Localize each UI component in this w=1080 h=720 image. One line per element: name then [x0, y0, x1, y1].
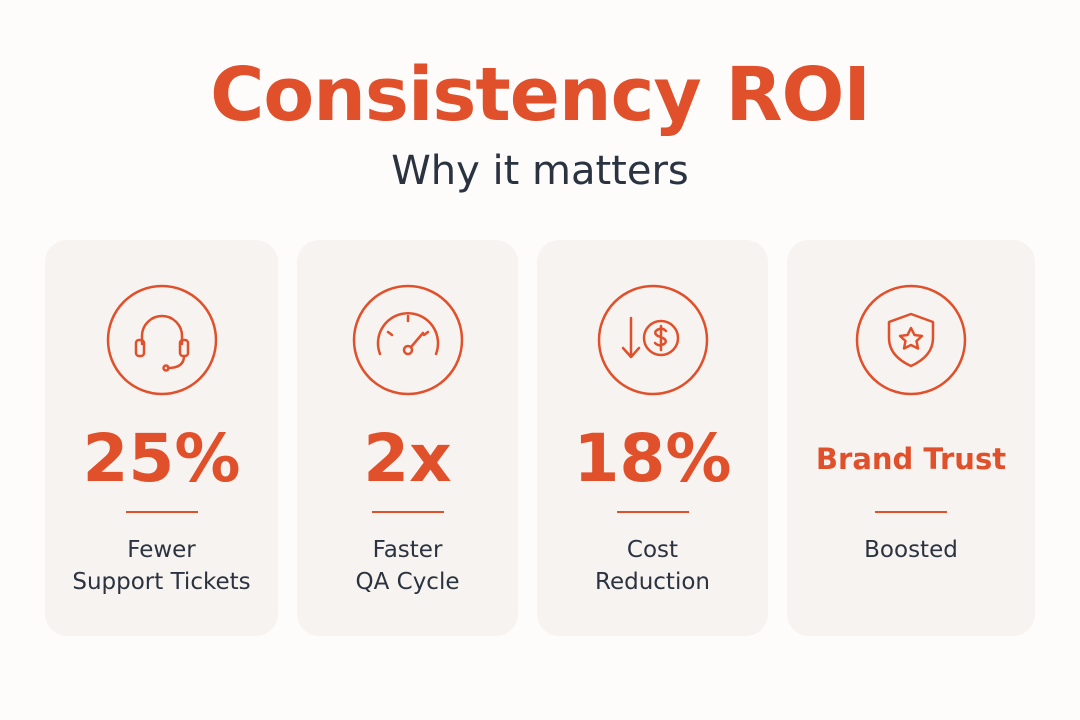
divider: [616, 511, 689, 513]
label-line: Faster: [372, 537, 443, 563]
label-line: Cost: [626, 537, 679, 563]
gauge-icon: [352, 284, 463, 396]
card: Brand Trust Boosted: [787, 240, 1035, 636]
stat: Brand Trust: [815, 442, 1007, 476]
stat: 2x: [363, 420, 452, 497]
label: Fewer Support Tickets: [45, 534, 278, 598]
card: 2x Faster QA Cycle: [297, 240, 518, 636]
subtitle: Why it matters: [391, 148, 689, 194]
title: Consistency ROI: [210, 52, 871, 138]
divider: [125, 511, 198, 513]
divider: [875, 511, 947, 513]
label: Boosted: [787, 534, 1035, 566]
label-line: Reduction: [595, 569, 710, 595]
label-line: Support Tickets: [72, 569, 251, 595]
headset-icon: [106, 284, 217, 396]
stat: 18%: [573, 420, 732, 497]
card: 25% Fewer Support Tickets: [45, 240, 278, 636]
shield-icon: [855, 284, 967, 396]
label-line: Boosted: [864, 537, 958, 563]
divider: [371, 511, 444, 513]
label-line: QA Cycle: [355, 569, 460, 595]
label: Faster QA Cycle: [297, 534, 518, 598]
label: Cost Reduction: [537, 534, 768, 598]
card: 18% Cost Reduction: [537, 240, 768, 636]
stat: 25%: [82, 420, 241, 497]
cost-icon: [597, 284, 708, 396]
label-line: Fewer: [127, 537, 196, 563]
